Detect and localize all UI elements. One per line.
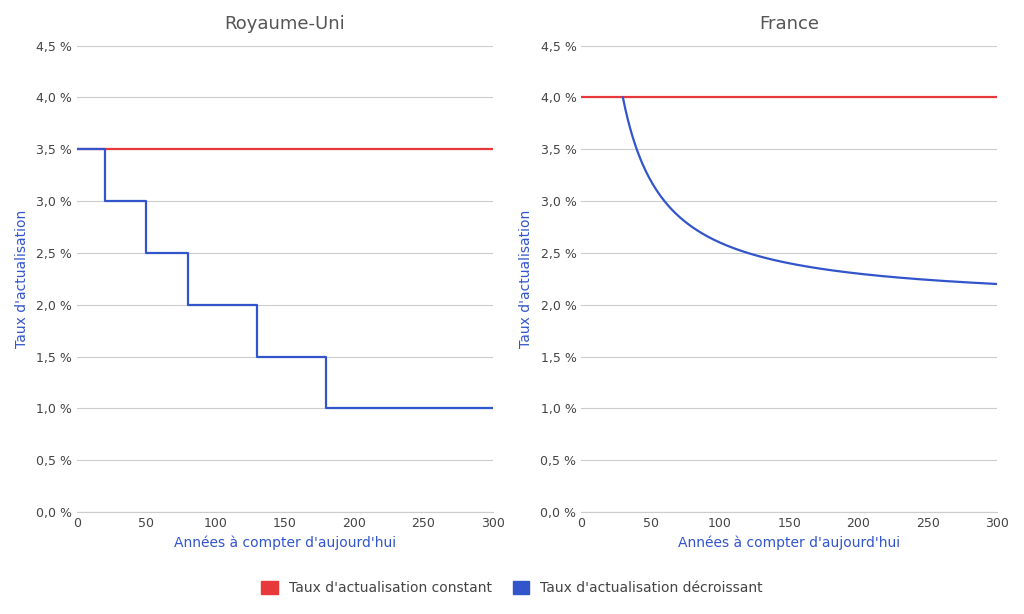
Title: France: France [759,15,819,33]
Y-axis label: Taux d'actualisation: Taux d'actualisation [519,210,534,348]
Legend: Taux d'actualisation constant, Taux d'actualisation décroissant: Taux d'actualisation constant, Taux d'ac… [255,576,769,601]
Title: Royaume-Uni: Royaume-Uni [224,15,345,33]
X-axis label: Années à compter d'aujourd'hui: Années à compter d'aujourd'hui [174,535,395,550]
X-axis label: Années à compter d'aujourd'hui: Années à compter d'aujourd'hui [678,535,900,550]
Y-axis label: Taux d'actualisation: Taux d'actualisation [15,210,29,348]
